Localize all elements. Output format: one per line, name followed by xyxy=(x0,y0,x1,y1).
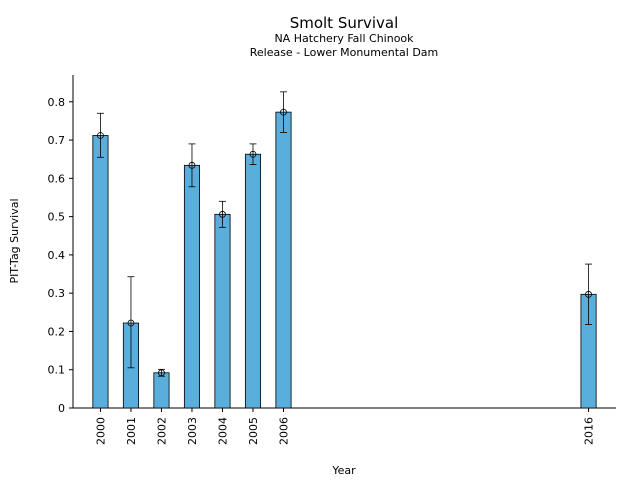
bar xyxy=(92,135,109,409)
y-tick-label: 0.5 xyxy=(48,211,66,224)
x-tick-label: 2002 xyxy=(155,417,168,445)
bar xyxy=(214,213,231,409)
x-tick-label: 2000 xyxy=(94,417,107,445)
bar xyxy=(244,153,262,409)
point-marker xyxy=(188,161,196,169)
point-marker xyxy=(97,132,104,139)
x-tick-label: 2004 xyxy=(216,417,229,445)
chart-title: Smolt Survival xyxy=(290,14,399,32)
point-marker xyxy=(219,210,226,218)
point-marker xyxy=(127,319,135,327)
y-axis-label: PIT-Tag Survival xyxy=(8,198,21,283)
bar xyxy=(183,164,200,409)
y-tick-label: 0.7 xyxy=(48,134,66,147)
point-marker xyxy=(585,290,592,298)
bar xyxy=(153,372,170,409)
point-marker xyxy=(280,108,287,116)
chart-subtitle-line-1: NA Hatchery Fall Chinook xyxy=(274,32,414,45)
y-tick-label: 0.2 xyxy=(48,325,66,338)
plot-area: 0 0.1 0.2 0.3 0.4 0.5 0.6 0.7 0.8 2000 2001 2002 200… xyxy=(48,75,616,445)
y-tick-label: 0.6 xyxy=(48,172,66,185)
x-tick-label: 2003 xyxy=(186,417,199,445)
chart-subtitle-line-2: Release - Lower Monumental Dam xyxy=(250,46,439,59)
x-tick-label: 2016 xyxy=(583,417,596,445)
point-marker xyxy=(158,369,165,377)
x-tick-label: 2001 xyxy=(125,417,138,445)
y-tick-label: 0.8 xyxy=(48,96,66,109)
x-tick-label: 2005 xyxy=(247,417,260,445)
x-tick-label: 2006 xyxy=(277,417,290,445)
x-axis-label: Year xyxy=(331,464,356,477)
point-marker xyxy=(249,150,257,158)
bar xyxy=(275,111,292,409)
y-tick-label: 0.4 xyxy=(48,249,66,262)
y-tick-label: 0 xyxy=(58,402,65,415)
y-tick-label: 0.1 xyxy=(48,364,66,377)
y-tick-label: 0.3 xyxy=(48,287,66,300)
